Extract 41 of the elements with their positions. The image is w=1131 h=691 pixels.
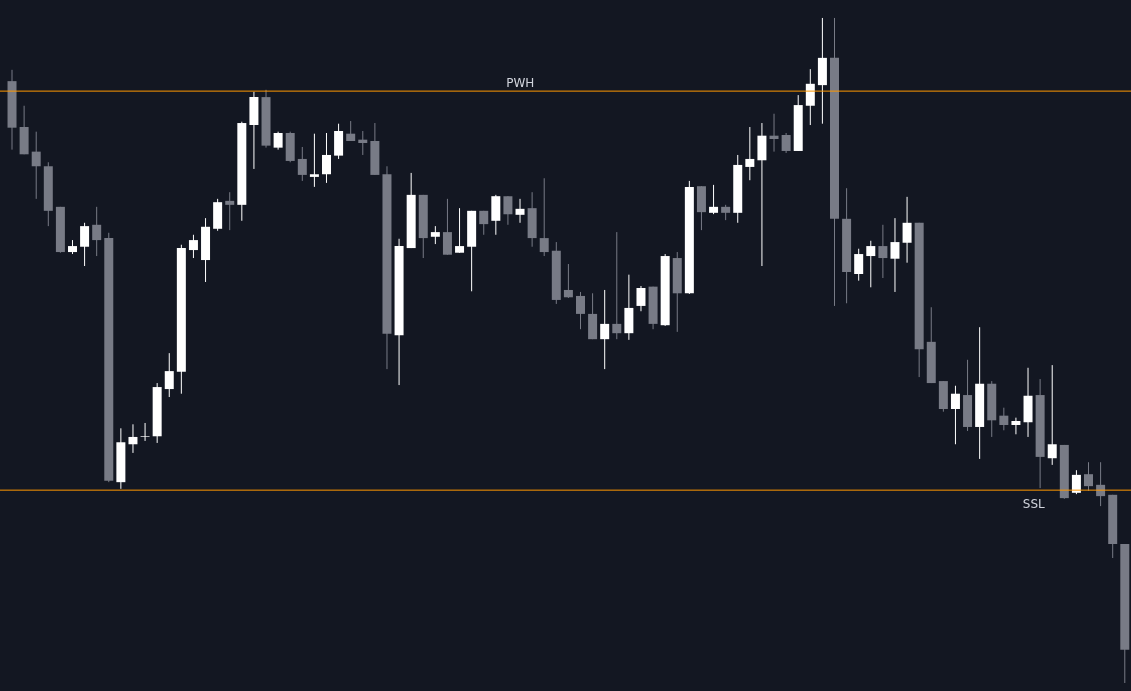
candlestick [999,407,1009,431]
candlestick [309,133,319,188]
candlestick [636,285,646,312]
candlestick [890,217,900,293]
candlestick [781,132,791,154]
candlestick [576,291,585,330]
candlestick [950,385,960,445]
candlestick [80,222,90,267]
candlestick [515,198,525,224]
candlestick [225,191,235,231]
candlestick [878,224,888,279]
candlestick [1071,469,1081,495]
candlestick [358,130,368,156]
candlestick [188,234,198,259]
candlestick [140,422,150,442]
candlestick [805,68,815,126]
candlestick [128,423,138,454]
candlestick [322,132,331,184]
candlestick [866,240,876,288]
candlestick [745,126,755,181]
candlestick [442,198,452,256]
candlestick [709,184,719,215]
candlestick [455,207,465,254]
ref-line-label: PWH [506,76,535,91]
candlestick [600,289,610,370]
candlestick [297,146,307,182]
candlestick [769,113,779,153]
candlestick [902,196,912,264]
candlestick [346,120,356,142]
candlestick [563,263,573,299]
candlestick [612,231,622,340]
candlestick [1011,417,1021,435]
candlestick [539,177,549,257]
ref-line-label: SSL [1022,497,1046,512]
candlestick [1084,461,1093,492]
candlestick [503,195,513,226]
candlestick [164,352,174,398]
candlestick [31,131,41,200]
candlestick [1047,364,1057,466]
candlestick [854,248,864,282]
candlestick [92,206,102,257]
